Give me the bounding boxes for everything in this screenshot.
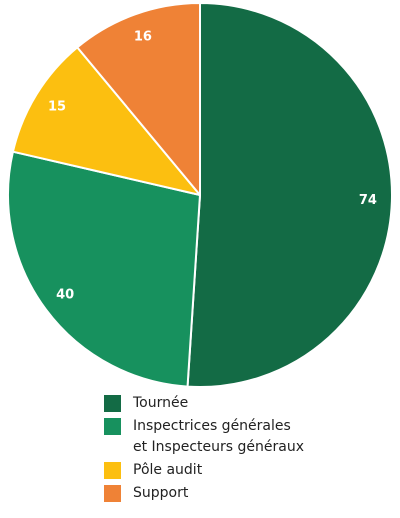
pie-slice-support bbox=[76, 2, 201, 196]
legend-label-pole-audit: Pôle audit bbox=[133, 462, 203, 478]
legend-item-pole-audit: Pôle audit bbox=[104, 460, 304, 481]
pie-value-label-tournee: 74 bbox=[359, 193, 377, 208]
chart-legend: Tournée Inspectrices générales et Inspec… bbox=[104, 393, 304, 504]
legend-label-inspecteurs-line-1: Inspectrices générales bbox=[133, 418, 291, 434]
legend-item-inspecteurs: Inspectrices générales et Inspecteurs gé… bbox=[104, 416, 304, 458]
pie-slice-tournee bbox=[186, 2, 393, 388]
legend-item-tournee: Tournée bbox=[104, 393, 304, 414]
pie-slice-pole-audit bbox=[11, 46, 201, 196]
legend-item-support: Support bbox=[104, 483, 304, 504]
legend-label-tournee: Tournée bbox=[133, 395, 189, 411]
pie-chart-svg: 74 40 15 16 bbox=[7, 2, 393, 388]
legend-swatch-inspecteurs bbox=[104, 418, 121, 435]
legend-label-inspecteurs-line-2: et Inspecteurs généraux bbox=[133, 439, 305, 455]
legend-label-support: Support bbox=[133, 485, 189, 501]
pie-value-label-support: 16 bbox=[134, 29, 152, 44]
pie-value-label-pole-audit: 15 bbox=[48, 99, 66, 114]
legend-swatch-pole-audit bbox=[104, 462, 121, 479]
legend-label-inspecteurs: Inspectrices générales et Inspecteurs gé… bbox=[133, 416, 304, 458]
pie-value-label-inspectrices-generales-et-inspecteurs-generaux: 40 bbox=[56, 288, 74, 303]
legend-swatch-support bbox=[104, 485, 121, 502]
pie-slice-inspectrices-generales-et-inspecteurs-generaux bbox=[7, 150, 201, 388]
legend-swatch-tournee bbox=[104, 395, 121, 412]
